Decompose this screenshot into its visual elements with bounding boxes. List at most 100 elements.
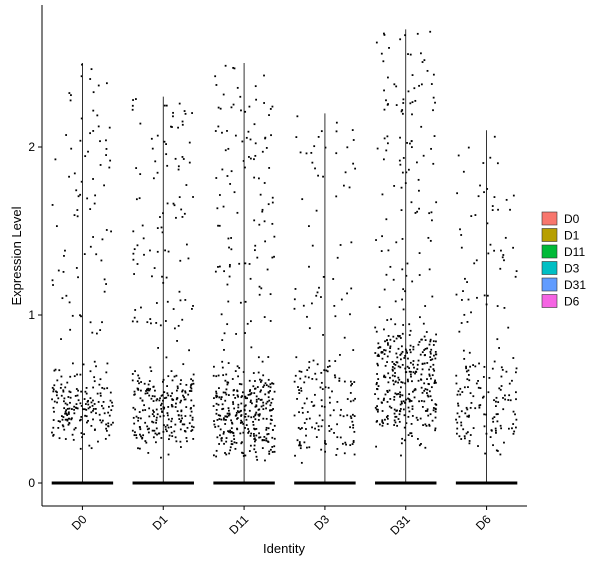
data-point — [68, 175, 70, 178]
data-point — [457, 154, 460, 157]
data-point — [105, 371, 108, 374]
data-point — [477, 445, 479, 447]
data-point — [167, 394, 170, 397]
x-tick-label: D0 — [69, 512, 90, 533]
data-point — [247, 428, 250, 430]
data-point — [421, 61, 424, 63]
data-point — [64, 402, 67, 405]
data-point — [420, 400, 423, 402]
data-point — [257, 371, 260, 374]
data-point — [136, 320, 139, 323]
data-point — [181, 123, 184, 126]
data-point — [493, 249, 496, 252]
data-point — [414, 388, 417, 391]
data-point — [57, 269, 60, 272]
data-point — [79, 419, 81, 422]
data-point — [375, 445, 378, 448]
data-point — [353, 430, 356, 433]
data-point — [399, 366, 402, 369]
data-point — [92, 408, 95, 410]
data-point — [155, 399, 158, 402]
data-point — [495, 405, 497, 407]
data-point — [213, 365, 215, 368]
data-points — [51, 30, 518, 485]
data-point — [492, 420, 495, 423]
data-point — [306, 315, 308, 318]
data-point — [234, 134, 237, 137]
data-point — [461, 299, 463, 301]
data-point — [404, 34, 406, 37]
data-point — [257, 408, 260, 411]
data-point — [308, 446, 311, 449]
data-point — [422, 424, 424, 427]
data-point — [184, 112, 187, 115]
data-point — [134, 309, 137, 311]
data-point — [434, 379, 436, 382]
data-point — [148, 407, 151, 410]
data-point — [86, 197, 89, 200]
data-point — [336, 423, 338, 426]
data-point — [139, 122, 142, 125]
data-point — [434, 101, 436, 104]
data-point — [231, 421, 233, 424]
data-point — [107, 411, 110, 414]
data-point — [79, 314, 81, 317]
data-point — [432, 407, 435, 409]
data-point — [431, 419, 434, 422]
data-point — [269, 404, 272, 407]
data-point — [300, 389, 303, 392]
data-point — [474, 214, 477, 216]
data-point — [460, 438, 463, 440]
data-point — [259, 378, 261, 381]
data-point — [332, 409, 335, 412]
data-point — [420, 443, 422, 445]
data-point — [354, 167, 357, 170]
data-point — [267, 391, 270, 394]
data-point — [476, 296, 478, 299]
data-point — [223, 332, 226, 335]
data-point — [410, 370, 412, 373]
data-point — [408, 410, 411, 413]
data-point — [108, 126, 111, 129]
legend-label: D3 — [564, 262, 580, 276]
data-point — [381, 410, 384, 412]
data-point — [393, 185, 396, 187]
data-point — [65, 134, 68, 136]
data-point — [259, 193, 262, 196]
data-point — [261, 439, 264, 441]
data-point — [432, 340, 435, 343]
data-point — [227, 394, 230, 396]
data-point — [253, 176, 256, 179]
data-point — [333, 432, 335, 434]
data-point — [140, 381, 143, 383]
data-point — [187, 393, 190, 396]
data-point — [434, 429, 437, 432]
data-point — [426, 388, 429, 391]
data-point — [83, 433, 85, 436]
data-point — [422, 322, 425, 325]
data-point — [67, 411, 70, 414]
data-point — [185, 383, 188, 386]
data-point — [139, 428, 142, 431]
data-point — [352, 424, 355, 426]
data-point — [233, 407, 236, 410]
data-point — [138, 377, 141, 380]
data-point — [51, 279, 54, 282]
data-point — [305, 428, 307, 430]
data-point — [157, 432, 160, 435]
data-point — [248, 450, 251, 452]
data-point — [228, 409, 230, 412]
data-point — [407, 357, 409, 360]
data-point — [93, 376, 96, 379]
data-point — [140, 435, 142, 438]
data-point — [397, 365, 400, 368]
data-point — [304, 375, 307, 378]
data-point — [335, 121, 338, 124]
data-point — [107, 422, 110, 425]
data-point — [375, 408, 378, 411]
x-ticks: D0 D1 D11 D3 D31 D6 — [69, 506, 494, 538]
data-point — [428, 374, 431, 377]
data-point — [430, 147, 432, 150]
data-point — [213, 423, 216, 426]
data-point — [491, 367, 494, 370]
